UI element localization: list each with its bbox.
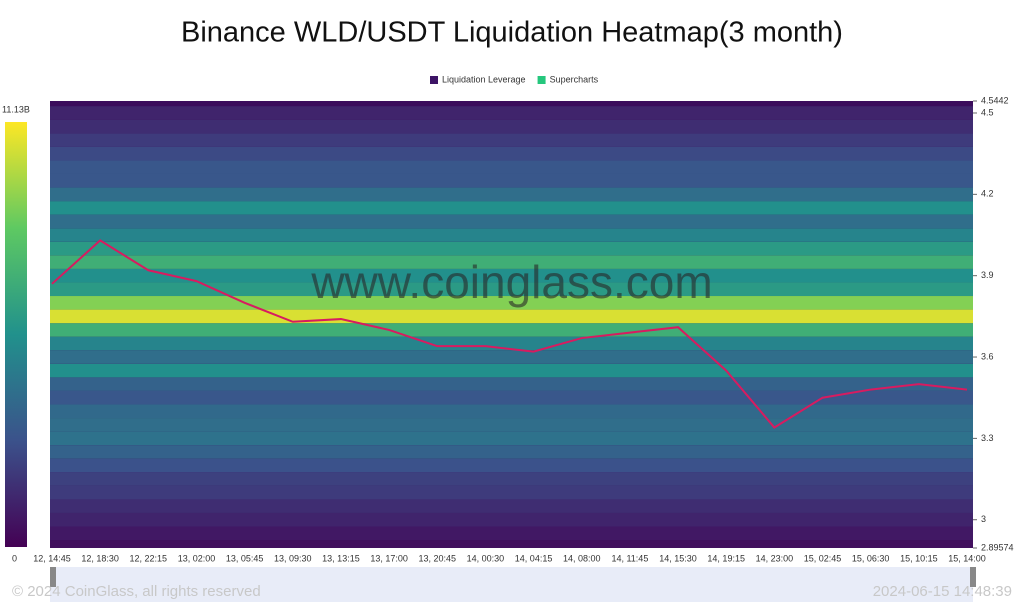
x-tick-label: 13, 02:00 <box>178 553 216 563</box>
x-tick-label: 14, 08:00 <box>563 553 601 563</box>
y-tick-label: 4.5 <box>981 107 994 117</box>
x-tick-label: 14, 19:15 <box>707 553 745 563</box>
colorbar-max: 11.13B <box>2 104 30 114</box>
heat-band <box>50 350 973 364</box>
heat-band <box>50 296 973 310</box>
x-tick-label: 13, 13:15 <box>322 553 360 563</box>
y-tick-label: 4.2 <box>981 189 994 199</box>
x-tick-label: 13, 05:45 <box>226 553 264 563</box>
y-tick-label: 2.89574 <box>981 542 1014 552</box>
x-tick-label: 15, 02:45 <box>804 553 842 563</box>
x-tick-label: 15, 06:30 <box>852 553 890 563</box>
heat-band <box>50 187 973 202</box>
heat-band <box>50 228 973 242</box>
heat-band <box>50 526 973 541</box>
heat-band <box>50 363 973 378</box>
x-tick-label: 14, 11:45 <box>611 553 648 563</box>
heat-band <box>50 133 973 147</box>
navigator <box>50 567 973 602</box>
y-tick-label: 4.5442 <box>981 95 1009 105</box>
timestamp: 2024-06-15 14:48:39 <box>873 583 1012 600</box>
x-tick-label: 12, 22:15 <box>130 553 168 563</box>
x-tick-label: 13, 09:30 <box>274 553 312 563</box>
x-tick-label: 12, 14:45 <box>33 553 71 563</box>
heat-band <box>50 282 973 297</box>
heat-band <box>50 404 973 419</box>
axes: 12, 14:45 12, 18:30 12, 22:15 13, 02:00 13, … <box>33 95 1013 563</box>
heat-band <box>50 241 973 256</box>
chart-title: Binance WLD/USDT Liquidation Heatmap(3 m… <box>181 17 843 49</box>
x-tick-label: 13, 17:00 <box>370 553 408 563</box>
legend-swatch <box>537 76 546 84</box>
watermark: www.coinglass.com <box>310 256 712 308</box>
x-tick-label: 14, 15:30 <box>659 553 697 563</box>
heat-band <box>50 431 973 446</box>
heat-band <box>50 201 973 215</box>
colorbar-min: 0 <box>12 553 17 563</box>
heat-band <box>50 418 973 432</box>
copyright: © 2024 CoinGlass, all rights reserved <box>12 583 261 600</box>
colorbar <box>5 122 27 547</box>
heat-band <box>50 214 973 229</box>
x-tick-label: 14, 23:00 <box>756 553 794 563</box>
y-tick-label: 3.6 <box>981 351 994 361</box>
heatmap <box>50 106 973 548</box>
heat-band <box>50 445 973 459</box>
heat-band <box>50 377 973 391</box>
heat-band <box>50 540 973 548</box>
heat-band <box>50 485 973 500</box>
legend: Liquidation Leverage Supercharts <box>430 74 599 84</box>
navigator-handle[interactable] <box>970 567 976 587</box>
heat-band <box>50 146 973 161</box>
y-tick-label: 3.9 <box>981 270 994 280</box>
x-tick-label: 14, 00:30 <box>467 553 505 563</box>
heat-band <box>50 512 973 527</box>
heat-band <box>50 268 973 283</box>
heat-band <box>50 119 973 134</box>
price-series <box>51 239 968 429</box>
heat-band <box>50 309 973 324</box>
heat-band <box>50 472 973 486</box>
heat-band <box>50 336 973 351</box>
navigator-handle[interactable] <box>50 567 56 587</box>
heat-band <box>50 458 973 473</box>
x-tick-label: 14, 04:15 <box>515 553 553 563</box>
y-tick-label: 3 <box>981 514 986 524</box>
legend-label: Supercharts <box>550 74 599 84</box>
x-tick-label: 13, 20:45 <box>418 553 456 563</box>
heat-band <box>50 499 973 513</box>
y-tick-label: 3.3 <box>981 433 994 443</box>
x-tick-label: 15, 10:15 <box>900 553 938 563</box>
x-tick-label: 15, 14:00 <box>948 553 986 563</box>
legend-label: Liquidation Leverage <box>442 74 526 84</box>
heat-band <box>50 106 973 120</box>
heat-band <box>50 173 973 188</box>
price-line <box>51 239 968 429</box>
heat-band <box>50 323 973 337</box>
x-tick-label: 12, 18:30 <box>81 553 119 563</box>
heat-band <box>50 255 973 269</box>
legend-swatch <box>430 76 438 84</box>
heat-band <box>50 390 973 405</box>
heat-band <box>50 160 973 174</box>
